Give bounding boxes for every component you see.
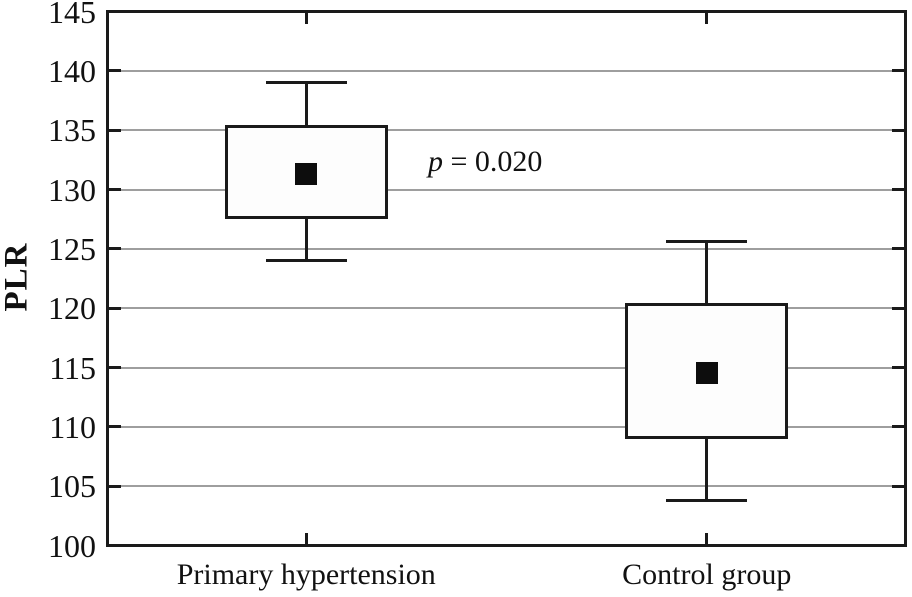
y-tick-label: 130 [48,171,96,208]
y-axis-tick-left [108,69,121,73]
x-axis-group-label: Control group [622,558,792,591]
x-axis-tick-bottom [705,533,709,545]
whisker-cap-bottom [265,259,347,263]
y-axis-tick-left [108,128,121,132]
plot-area [106,10,907,547]
x-axis-tick-bottom [304,533,308,545]
whisker-cap-top [666,240,748,244]
mean-marker [295,163,318,186]
y-axis-tick-left [108,247,121,251]
plot-frame [106,10,907,547]
x-axis-tick-top [304,12,308,24]
gridline [107,129,906,132]
whisker-cap-bottom [666,498,748,502]
y-axis-tick-right [892,10,905,13]
gridline [107,485,906,488]
gridline [107,307,906,310]
gridline [107,247,906,250]
y-axis-tick-left [108,10,121,13]
y-axis-tick-right [892,366,905,369]
y-axis-tick-right [892,425,905,429]
y-axis-tick-left [108,306,121,310]
whisker-cap-top [265,81,347,85]
y-tick-label: 120 [48,290,96,327]
y-axis-tick-left [108,188,121,191]
gridline [107,188,906,191]
y-tick-label: 145 [48,0,96,30]
x-axis-tick-top [705,12,709,24]
x-axis-group-label: Primary hypertension [176,558,436,591]
y-axis-tick-right [892,69,905,73]
gridline [107,425,906,428]
y-axis-tick-left [108,484,121,488]
y-tick-label: 100 [48,527,96,564]
y-axis-tick-right [892,188,905,191]
y-tick-label: 140 [48,52,96,89]
y-axis-tick-left [108,366,121,369]
mean-marker [695,362,718,385]
p-symbol: p [428,145,443,179]
y-axis-tick-right [892,306,905,310]
p-value-text: = 0.020 [443,145,543,179]
p-value-annotation: p = 0.020 [428,144,542,180]
y-tick-label: 105 [48,468,96,505]
y-axis-tick-right [892,247,905,251]
y-tick-label: 115 [49,349,96,386]
y-axis-tick-left [108,544,121,547]
y-axis-tick-right [892,484,905,488]
y-axis-tick-right [892,128,905,132]
y-axis-tick-left [108,425,121,429]
gridline [107,69,906,72]
y-tick-label: 135 [48,112,96,149]
y-tick-label: 110 [49,408,96,445]
gridline [107,366,906,369]
y-axis-tick-right [892,544,905,547]
y-tick-label: 125 [48,230,96,267]
